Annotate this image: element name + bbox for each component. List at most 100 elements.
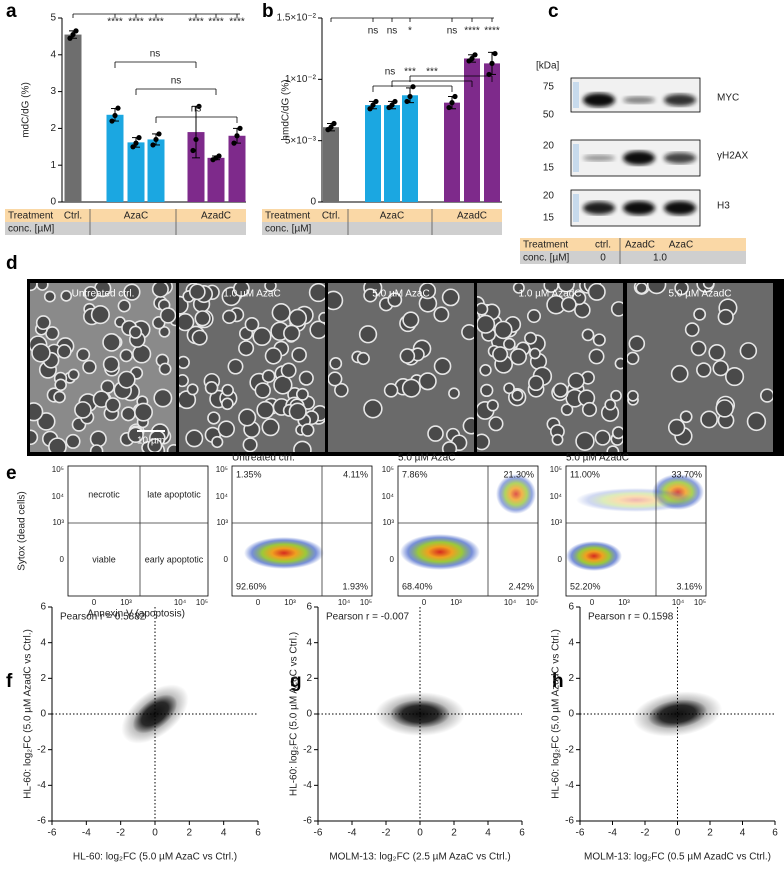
y-tick-label: 0: [224, 555, 229, 564]
data-point: [367, 106, 373, 112]
cell: [293, 440, 312, 452]
data-point: [130, 144, 136, 150]
cell: [117, 299, 131, 313]
y-tick-label: 10⁵: [550, 465, 562, 474]
cell: [308, 283, 325, 303]
cell: [186, 383, 199, 396]
significance: ns: [387, 26, 398, 37]
significance: ****: [484, 26, 500, 37]
cell: [185, 429, 204, 448]
x-tick-label: 10³: [618, 598, 630, 607]
annotation: Pearson r = 0.1598: [588, 612, 674, 623]
cell: [288, 308, 308, 328]
data-point: [370, 102, 376, 108]
y-tick-label: 5×10⁻³: [285, 135, 317, 146]
x-tick-label: 10⁴: [672, 598, 685, 607]
x-tick-label: 6: [519, 828, 525, 839]
cell: [221, 397, 234, 411]
cell: [244, 317, 260, 332]
cell: [587, 283, 606, 301]
y-tick-label: 0: [390, 555, 395, 564]
cell: [252, 326, 272, 347]
cell: [693, 307, 707, 321]
quadrant-name: necrotic: [88, 489, 120, 499]
bar: [464, 58, 480, 203]
bar: [207, 157, 225, 202]
cell: [264, 347, 283, 365]
cell: [30, 283, 38, 292]
table-cell: 1.0: [653, 253, 667, 264]
cell: [700, 410, 718, 429]
cell: [592, 333, 606, 347]
cell: [179, 313, 195, 332]
panel-label: c: [548, 1, 559, 22]
cell: [158, 326, 171, 338]
cell: [329, 357, 343, 370]
cell: [702, 283, 715, 290]
kda-marker: 75: [543, 82, 555, 93]
density: [400, 534, 480, 570]
quadrant-percent: 1.35%: [236, 469, 262, 479]
table-row: [262, 209, 502, 222]
y-tick-label: 10³: [52, 518, 64, 527]
table-group: AzaC: [124, 211, 148, 222]
kda-label: [kDa]: [536, 61, 560, 72]
cell: [242, 437, 258, 452]
x-tick-label: 10³: [120, 598, 132, 607]
cell: [221, 383, 234, 397]
cell: [684, 322, 700, 337]
cell: [479, 364, 492, 377]
bar: [365, 105, 381, 202]
cell: [194, 310, 211, 327]
table-group: AzadC: [201, 211, 231, 222]
cell: [151, 283, 169, 298]
cell: [328, 290, 344, 311]
cell: [594, 429, 611, 446]
table-group: Ctrl.: [322, 211, 340, 222]
y-tick-label: 0: [50, 197, 56, 208]
band: [623, 201, 655, 215]
table-row-label: conc. [µM]: [8, 224, 55, 235]
cell: [318, 311, 325, 324]
cell: [646, 283, 667, 295]
flow-title: 5.0 µM AzadC: [566, 453, 629, 464]
cell: [418, 283, 437, 300]
cell: [159, 307, 176, 324]
cell: [54, 378, 67, 392]
cell: [610, 301, 623, 317]
cell: [696, 362, 712, 378]
cell: [418, 372, 437, 391]
x-tick-label: 0: [675, 828, 681, 839]
bar: [228, 135, 246, 202]
ladder: [573, 82, 579, 108]
y-tick-label: 2: [50, 123, 56, 134]
kda-marker: 50: [543, 110, 555, 121]
cell: [402, 311, 420, 329]
y-axis-label: HL-60: log₂FC (5.0 µM AzadC vs Ctrl.): [551, 629, 562, 799]
y-tick-label: 3: [50, 86, 56, 97]
cell: [288, 402, 307, 421]
cell: [628, 335, 646, 352]
y-tick-label: 4: [568, 637, 574, 648]
data-point: [73, 28, 79, 34]
cells: [30, 283, 176, 452]
panel-label: h: [552, 671, 564, 692]
cell: [56, 344, 72, 359]
micrograph-title: Untreated ctrl.: [72, 289, 135, 300]
cell: [227, 358, 244, 375]
significance: ****: [128, 17, 144, 28]
y-tick-label: -2: [37, 744, 46, 755]
y-tick-label: 6: [40, 602, 46, 613]
cell: [488, 416, 504, 432]
table-row-label: Treatment: [265, 211, 310, 222]
cell: [512, 283, 525, 294]
cell: [132, 344, 152, 364]
cell: [529, 347, 541, 360]
micrograph-title: 5.0 µM AzadC: [668, 289, 731, 300]
cell: [477, 314, 496, 334]
x-tick-label: -6: [48, 828, 57, 839]
data-point: [136, 135, 142, 141]
y-axis-label: Sytox (dead cells): [17, 491, 28, 570]
x-tick-label: -2: [116, 828, 125, 839]
x-tick-label: 0: [256, 598, 261, 607]
